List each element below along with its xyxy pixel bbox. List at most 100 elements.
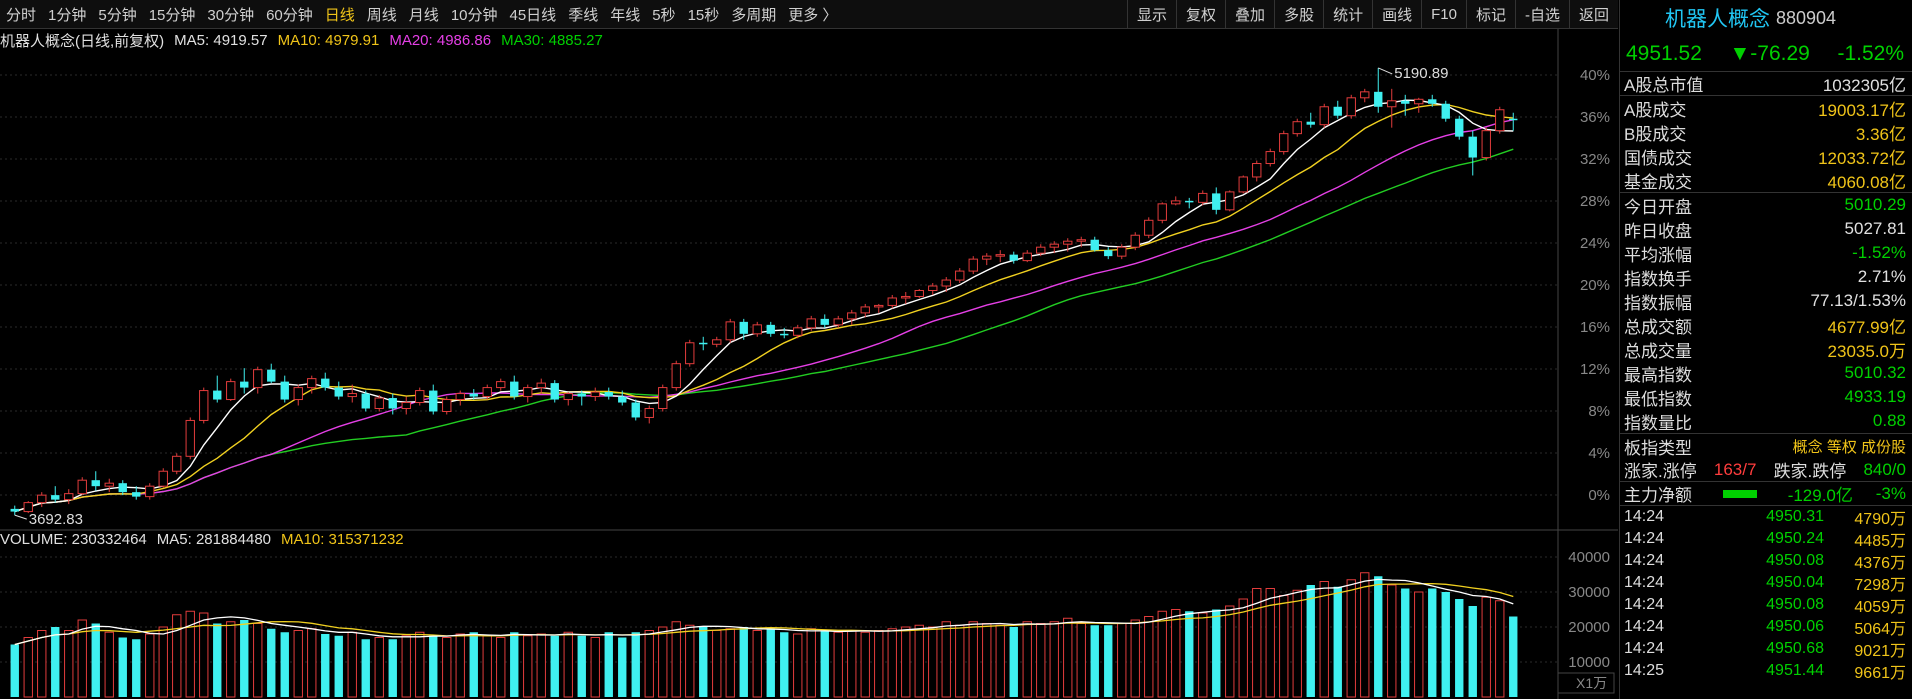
- candle-body-up: [1238, 176, 1248, 193]
- volume-bar-up: [226, 621, 236, 698]
- index-code: 880904: [1776, 7, 1837, 28]
- volume-bar-up: [307, 628, 317, 698]
- toolbar-button[interactable]: 复权: [1176, 0, 1225, 28]
- toolbar-button[interactable]: F10: [1421, 0, 1466, 28]
- volume-unit-box: [1557, 672, 1615, 694]
- candle-body-up: [104, 482, 114, 487]
- turnover-row: 国债成交 12033.72亿: [1620, 144, 1912, 168]
- candle-body-up: [253, 369, 263, 389]
- candle-body-up: [752, 324, 762, 335]
- period-tab[interactable]: 分时: [6, 6, 37, 24]
- turnover-row: B股成交 3.36亿: [1620, 120, 1912, 144]
- candle-body-up: [928, 285, 938, 291]
- candle-body-up: [955, 270, 965, 281]
- price-axis-label: 20%: [1580, 277, 1610, 294]
- volume-bar-down: [10, 644, 19, 697]
- price-axis-label: 32%: [1580, 151, 1610, 168]
- volume-bar-down: [132, 639, 141, 697]
- candle-body-down: [1468, 136, 1477, 158]
- volume-bar-down: [739, 627, 748, 697]
- period-tab[interactable]: 5分钟: [98, 6, 137, 24]
- candle-body-down: [361, 393, 370, 409]
- tick-volume: 9021万: [1854, 643, 1906, 660]
- period-tab[interactable]: 日线: [324, 6, 355, 24]
- candle-body-up: [793, 327, 803, 336]
- candle-body-down: [699, 342, 708, 345]
- toolbar-button[interactable]: 叠加: [1225, 0, 1274, 28]
- kline-chart[interactable]: 40% 36% 32% 28% 24% 20% 16% 12% 8% 4% 0% 40000 30000…: [0, 29, 1618, 699]
- period-toolbar: 分时 1分钟 5分钟 15分钟 30分钟 60分钟 日线 周线 月线 10分钟 45日线 季线 年线 5秒…: [0, 0, 1618, 29]
- tick-volume: 5064万: [1854, 621, 1906, 638]
- toolbar-button[interactable]: 标记: [1465, 0, 1515, 28]
- stat-row-label: 最高指数: [1624, 365, 1692, 385]
- toolbar-button[interactable]: 返回: [1568, 0, 1618, 28]
- volume-bar-up: [23, 637, 33, 698]
- period-tab[interactable]: 年线: [610, 6, 641, 24]
- stat-row: 今日开盘 5010.29: [1620, 193, 1912, 217]
- period-tab[interactable]: 季线: [568, 6, 599, 24]
- candle-body-up: [1022, 252, 1032, 262]
- candle-body-down: [334, 387, 343, 397]
- volume-bar-up: [185, 610, 195, 698]
- vol-ma10-value: MA10: 315371232: [281, 530, 404, 548]
- toolbar-button[interactable]: 显示: [1127, 0, 1176, 28]
- volume-bar-up: [1144, 616, 1154, 698]
- turnover-row-label: 基金成交: [1624, 172, 1692, 192]
- stat-row: 平均涨幅 -1.52%: [1620, 241, 1912, 265]
- candle-body-up: [1387, 100, 1397, 108]
- candle-body-down: [280, 381, 289, 400]
- stat-row: 总成交额 4677.99亿: [1620, 313, 1912, 337]
- period-tab[interactable]: 周线: [366, 6, 397, 24]
- candle-body-up: [145, 485, 155, 498]
- tick-list[interactable]: 14:24 4950.31 4790万 14:24 4950.24 4485万 14:24 4…: [1620, 506, 1912, 682]
- candle-body-up: [37, 494, 47, 504]
- mainflow-value: -129.0亿: [1787, 486, 1853, 505]
- period-tab[interactable]: 多周期: [731, 6, 777, 24]
- candle-body-down: [1009, 254, 1018, 261]
- price-legend: 机器人概念(日线,前复权) MA5: 4919.57 MA10: 4979.91…: [0, 30, 613, 50]
- volume-bar-down: [1455, 599, 1464, 697]
- period-tab[interactable]: 1分钟: [48, 6, 87, 24]
- volume-bar-up: [563, 631, 573, 698]
- candle-body-up: [1117, 246, 1127, 257]
- volume-bar-down: [699, 627, 708, 697]
- toolbar-buttons: 显示 复权 叠加 多股 统计 画线 F10 标记 -自选 返回: [1127, 0, 1618, 28]
- tick-volume: 4790万: [1854, 511, 1906, 528]
- candle-body-up: [536, 382, 546, 389]
- period-tab[interactable]: 15秒: [687, 6, 720, 24]
- period-tab[interactable]: 15分钟: [148, 6, 196, 24]
- volume-bar-down: [361, 639, 370, 697]
- candle-body-up: [725, 321, 735, 341]
- volume-bar-up: [401, 635, 411, 698]
- volume-bar-down: [240, 620, 249, 697]
- period-tab[interactable]: 45日线: [509, 6, 557, 24]
- stat-row: 指数换手 2.71%: [1620, 265, 1912, 289]
- candle-body-down: [510, 381, 519, 397]
- period-tab[interactable]: 更多 〉: [788, 6, 838, 24]
- period-tab[interactable]: 60分钟: [266, 6, 313, 24]
- candle-body-up: [172, 455, 182, 472]
- stat-row: 最低指数 4933.19: [1620, 385, 1912, 409]
- candle-body-up: [199, 390, 209, 421]
- turnover-row-label: B股成交: [1624, 124, 1687, 144]
- period-tab[interactable]: 月线: [408, 6, 439, 24]
- volume-bar-up: [253, 623, 263, 698]
- toolbar-button[interactable]: 多股: [1274, 0, 1323, 28]
- toolbar-button[interactable]: 画线: [1372, 0, 1421, 28]
- toolbar-button[interactable]: 统计: [1323, 0, 1372, 28]
- stat-row: 指数振幅 77.13/1.53%: [1620, 289, 1912, 313]
- price-change: ▼-76.29: [1729, 41, 1810, 65]
- period-tab[interactable]: 10分钟: [450, 6, 498, 24]
- volume-bar-down: [213, 623, 222, 697]
- volume-bar-up: [482, 635, 492, 698]
- period-tab[interactable]: 5秒: [652, 6, 676, 24]
- candle-body-up: [833, 318, 843, 326]
- period-tab[interactable]: 30分钟: [207, 6, 255, 24]
- stat-row-value: 4677.99亿: [1827, 317, 1906, 337]
- candle-body-up: [874, 304, 884, 308]
- mainflow-label: 主力净额: [1624, 486, 1692, 505]
- stat-row-value: 77.13/1.53%: [1810, 291, 1906, 310]
- index-type-row: 板指类型 概念 等权 成份股: [1620, 434, 1912, 458]
- toolbar-button[interactable]: -自选: [1514, 0, 1569, 28]
- volume-bar-up: [415, 631, 425, 698]
